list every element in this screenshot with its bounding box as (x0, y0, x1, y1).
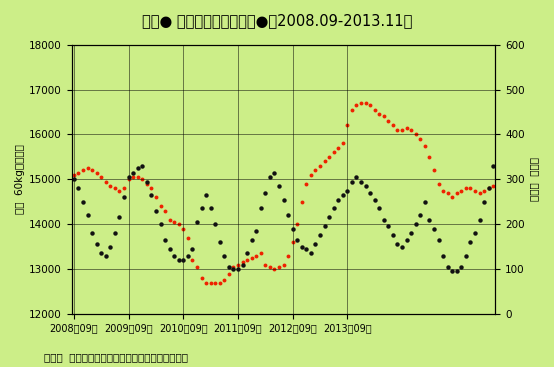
Text: 資料は  農水省「米に関するマンスリーレポート」: 資料は 農水省「米に関するマンスリーレポート」 (44, 352, 188, 362)
Y-axis label: 米価  60kg当たり円: 米価 60kg当たり円 (15, 144, 25, 214)
Y-axis label: 在庫量  万トン: 在庫量 万トン (529, 157, 539, 201)
Text: 米価● と出荷段階の在庫量●（2008.09-2013.11）: 米価● と出荷段階の在庫量●（2008.09-2013.11） (142, 13, 412, 28)
